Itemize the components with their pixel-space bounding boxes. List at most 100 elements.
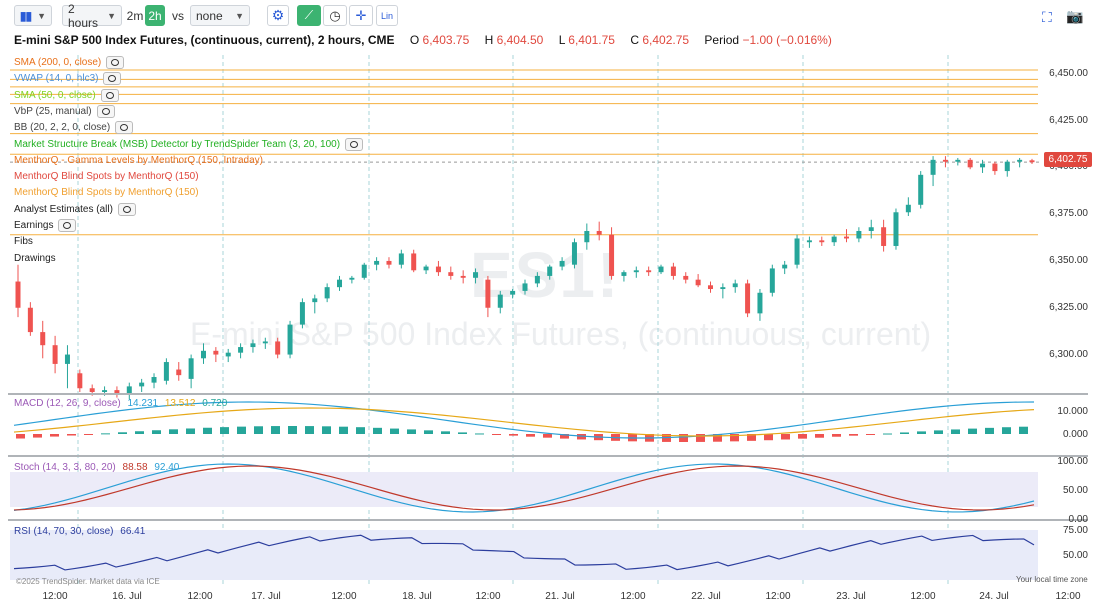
- macd-bar: [271, 426, 280, 434]
- candle-body: [312, 298, 318, 303]
- legend-item[interactable]: MenthorQ Blind Spots by MenthorQ (150): [14, 186, 199, 200]
- price-tick-label: 6,300.00: [1049, 348, 1088, 360]
- interval-label: 2 hours: [68, 1, 99, 30]
- eye-icon[interactable]: [115, 121, 134, 135]
- price-tick-label: 6,425.00: [1049, 114, 1088, 126]
- legend-item-label: MenthorQ - Gamma Levels by MenthorQ (150…: [14, 154, 263, 166]
- compare-value: none: [196, 8, 223, 23]
- toolbar: ▮▮ ▼ 2 hours ▼ 2m 2h vs none ▼ ⚙ ⟋ ◷ ✛ Lin …: [0, 0, 1100, 32]
- macd-bar: [203, 427, 212, 434]
- time-tick-label: 21. Jul: [545, 591, 575, 602]
- macd-bar: [390, 428, 399, 434]
- legend-item[interactable]: Fibs: [14, 235, 33, 249]
- eye-icon[interactable]: [106, 56, 125, 69]
- macd-bar: [492, 434, 501, 435]
- eye-icon[interactable]: [117, 202, 136, 216]
- time-tick-label: 16. Jul: [112, 591, 142, 602]
- legend-item[interactable]: SMA (200, 0, close): [14, 56, 125, 70]
- candle-body: [695, 279, 701, 286]
- macd-bar: [730, 434, 739, 442]
- quick-interval-2m[interactable]: 2m: [126, 8, 144, 23]
- candle-body: [473, 272, 479, 278]
- candle-body: [349, 277, 355, 280]
- chart-type-button[interactable]: ▮▮ ▼: [14, 5, 52, 26]
- macd-bar: [951, 429, 960, 434]
- candle-body: [435, 266, 441, 273]
- candle-body: [559, 260, 565, 267]
- candle-body: [707, 285, 713, 290]
- legend-item[interactable]: MenthorQ Blind Spots by MenthorQ (150): [14, 170, 199, 184]
- legend-item-label: SMA (50, 0, close): [14, 89, 96, 101]
- price-tick-label: 6,375.00: [1049, 208, 1088, 220]
- eye-icon[interactable]: [103, 72, 122, 86]
- macd-line: [13, 401, 1035, 439]
- crosshair-icon: ✛: [355, 7, 367, 23]
- eye-icon[interactable]: [345, 137, 364, 151]
- time-tick-label: 12:00: [910, 591, 936, 602]
- lin-log-button[interactable]: Lin: [376, 5, 398, 26]
- legend-item[interactable]: SMA (50, 0, close): [14, 88, 119, 103]
- candle-body: [213, 350, 219, 355]
- legend-item[interactable]: Market Structure Break (MSB) Detector by…: [14, 137, 364, 152]
- lin-label: Lin: [380, 10, 393, 21]
- macd-bar: [458, 432, 467, 434]
- macd-signal-line: [13, 407, 1035, 437]
- macd-bar: [866, 434, 875, 435]
- stoch-tick-0: 0.00: [1068, 514, 1088, 525]
- macd-bar: [152, 430, 161, 434]
- compare-dropdown[interactable]: none ▼: [190, 5, 250, 26]
- candle-body: [1004, 161, 1010, 172]
- fullscreen-icon[interactable]: ⛶: [1042, 9, 1052, 25]
- macd-bar: [220, 427, 229, 434]
- macd-bar: [526, 434, 535, 437]
- time-tick-label: 23. Jul: [836, 591, 866, 602]
- macd-value-1: 14.231: [127, 398, 159, 409]
- eye-icon[interactable]: [58, 219, 77, 232]
- crosshair-button[interactable]: ✛: [349, 5, 373, 26]
- legend-item[interactable]: Analyst Estimates (all): [14, 202, 136, 217]
- settings-button[interactable]: ⚙: [267, 5, 289, 26]
- candle-body: [200, 350, 206, 359]
- legend-item[interactable]: Earnings: [14, 219, 77, 233]
- legend-item[interactable]: BB (20, 2, 2, 0, close): [14, 121, 134, 135]
- clock-button[interactable]: ◷: [323, 5, 347, 26]
- low-value: 6,401.75: [568, 33, 615, 47]
- eye-icon[interactable]: [96, 104, 115, 118]
- candle-body: [89, 388, 95, 392]
- macd-label: MACD (12, 26, 9, close) 14.231 13.512 0.…: [14, 398, 227, 409]
- macd-bar: [560, 434, 569, 439]
- legend-item-label: Fibs: [14, 236, 33, 248]
- stoch-value-2: 92.40: [154, 462, 180, 473]
- camera-icon[interactable]: 📷: [1066, 8, 1084, 24]
- legend-item-label: Market Structure Break (MSB) Detector by…: [14, 138, 341, 150]
- candle-body: [609, 234, 615, 276]
- legend-item-label: Earnings: [14, 220, 54, 232]
- candle-body: [126, 386, 132, 394]
- macd-bar: [577, 434, 586, 440]
- gear-icon: ⚙: [271, 7, 285, 23]
- trend-tool-button[interactable]: ⟋: [297, 5, 321, 26]
- candle-body: [522, 283, 528, 291]
- chevron-down-icon: ▼: [235, 10, 244, 21]
- legend-item[interactable]: Drawings: [14, 252, 56, 266]
- price-tick-label: 6,450.00: [1049, 67, 1088, 79]
- candle-body: [596, 230, 602, 235]
- candle-body: [534, 275, 540, 284]
- legend-item[interactable]: VWAP (14, 0, hlc3): [14, 72, 122, 86]
- macd-bar: [917, 431, 926, 434]
- legend-item[interactable]: VbP (25, manual): [14, 104, 115, 119]
- interval-dropdown[interactable]: 2 hours ▼: [62, 2, 122, 30]
- watermark-symbol: ES1!: [470, 239, 621, 311]
- macd-bar: [339, 426, 348, 434]
- legend-item[interactable]: MenthorQ - Gamma Levels by MenthorQ (150…: [14, 154, 263, 168]
- macd-bar: [186, 428, 195, 434]
- candle-body: [757, 292, 763, 314]
- quick-interval-2h[interactable]: 2h: [145, 5, 165, 26]
- eye-icon[interactable]: [100, 88, 119, 102]
- candle-body: [633, 270, 639, 273]
- macd-bar: [1019, 426, 1028, 434]
- candle-body: [188, 358, 194, 379]
- candle-body: [361, 264, 367, 278]
- candle-body: [621, 272, 627, 276]
